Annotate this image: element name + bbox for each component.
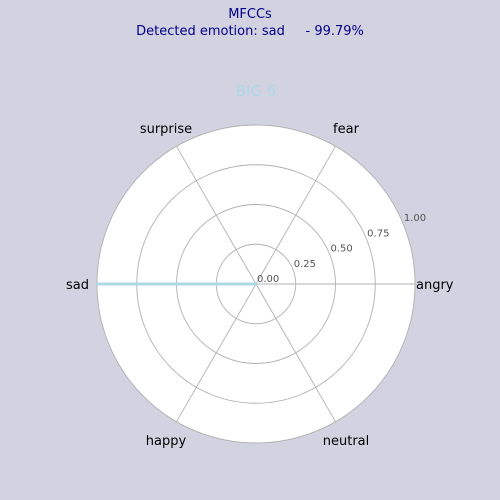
- axis-label-happy: happy: [146, 434, 187, 449]
- chart-title: BIG 6: [236, 82, 277, 100]
- axis-label-fear: fear: [333, 122, 360, 137]
- radial-tick-label: 0.25: [294, 259, 316, 270]
- axis-label-angry: angry: [416, 278, 454, 293]
- grid-spoke-fear: [255, 146, 336, 285]
- grid-spoke-neutral: [255, 283, 336, 422]
- header-line-1: MFCCs: [228, 7, 272, 22]
- chart-header: MFCCs Detected emotion: sad - 99.79%: [0, 7, 500, 40]
- radial-tick-label: 0.50: [330, 244, 352, 255]
- grid-spoke-surprise: [176, 146, 257, 285]
- radial-tick-label: 1.00: [404, 213, 426, 224]
- radial-tick-label: 0.75: [367, 228, 389, 239]
- header-line-2: Detected emotion: sad - 99.79%: [136, 23, 364, 39]
- axis-label-surprise: surprise: [140, 122, 192, 137]
- axis-label-sad: sad: [66, 278, 89, 293]
- radial-tick-label: 0.00: [257, 274, 279, 285]
- grid-spoke-happy: [176, 283, 257, 422]
- axis-label-neutral: neutral: [323, 434, 370, 449]
